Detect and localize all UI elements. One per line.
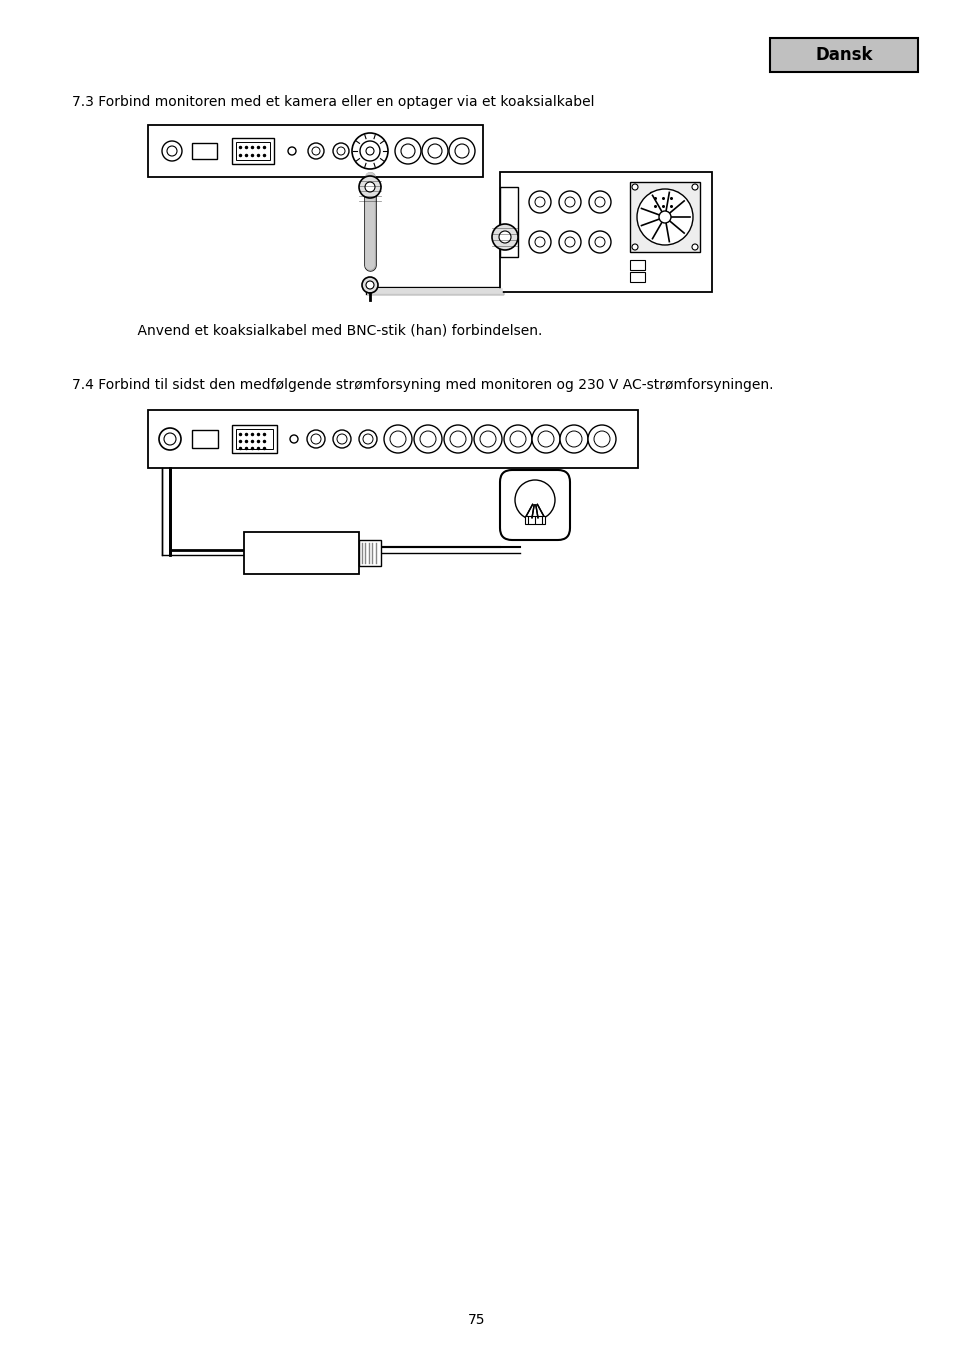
- Circle shape: [312, 147, 319, 155]
- Circle shape: [631, 244, 638, 250]
- Circle shape: [336, 147, 345, 155]
- Circle shape: [532, 425, 559, 454]
- Bar: [235, 142, 270, 161]
- Circle shape: [510, 431, 525, 447]
- Circle shape: [587, 425, 616, 454]
- Circle shape: [588, 231, 610, 252]
- Circle shape: [164, 433, 175, 446]
- Circle shape: [559, 425, 587, 454]
- Circle shape: [529, 231, 551, 252]
- Circle shape: [450, 431, 465, 447]
- Circle shape: [537, 431, 554, 447]
- Circle shape: [479, 431, 496, 447]
- Circle shape: [366, 281, 374, 289]
- Circle shape: [390, 431, 406, 447]
- Bar: [649, 192, 678, 212]
- Circle shape: [333, 143, 349, 159]
- Circle shape: [358, 431, 376, 448]
- Circle shape: [443, 425, 472, 454]
- Circle shape: [455, 144, 469, 158]
- Text: 7.4 Forbind til sidst den medfølgende strømforsyning med monitoren og 230 V AC-s: 7.4 Forbind til sidst den medfølgende st…: [71, 378, 773, 392]
- Circle shape: [595, 238, 604, 247]
- Circle shape: [414, 425, 441, 454]
- Circle shape: [336, 433, 347, 444]
- Bar: [232, 425, 276, 454]
- Bar: [629, 271, 644, 282]
- Circle shape: [595, 197, 604, 207]
- Circle shape: [503, 425, 532, 454]
- Bar: [499, 171, 711, 292]
- Circle shape: [167, 146, 177, 157]
- FancyBboxPatch shape: [499, 470, 569, 540]
- Circle shape: [474, 425, 501, 454]
- Circle shape: [365, 182, 375, 192]
- Circle shape: [400, 144, 415, 158]
- Circle shape: [288, 147, 295, 155]
- Bar: [244, 532, 358, 574]
- Text: Anvend et koaksialkabel med BNC-stik (han) forbindelsen.: Anvend et koaksialkabel med BNC-stik (ha…: [120, 324, 542, 338]
- Text: 7.3 Forbind monitoren med et kamera eller en optager via et koaksialkabel: 7.3 Forbind monitoren med et kamera elle…: [71, 95, 594, 109]
- Circle shape: [159, 428, 181, 450]
- Circle shape: [358, 176, 380, 198]
- Circle shape: [691, 184, 698, 190]
- Circle shape: [311, 433, 320, 444]
- Circle shape: [366, 147, 374, 155]
- Bar: [499, 188, 517, 256]
- Circle shape: [333, 431, 351, 448]
- Bar: [235, 429, 273, 450]
- Circle shape: [498, 231, 511, 243]
- Circle shape: [421, 138, 448, 163]
- Bar: [769, 38, 917, 72]
- Bar: [148, 126, 482, 177]
- Circle shape: [428, 144, 441, 158]
- Circle shape: [307, 431, 325, 448]
- Circle shape: [565, 431, 581, 447]
- Bar: [192, 431, 218, 448]
- Circle shape: [558, 190, 580, 213]
- Circle shape: [162, 140, 182, 161]
- Circle shape: [492, 224, 517, 250]
- Bar: [655, 227, 677, 242]
- Circle shape: [352, 134, 388, 169]
- Circle shape: [290, 435, 297, 443]
- Text: 75: 75: [468, 1314, 485, 1327]
- Circle shape: [558, 231, 580, 252]
- Bar: [232, 138, 274, 163]
- Circle shape: [564, 238, 575, 247]
- Circle shape: [384, 425, 412, 454]
- Bar: [358, 540, 380, 566]
- Circle shape: [363, 433, 373, 444]
- Circle shape: [564, 197, 575, 207]
- Circle shape: [529, 190, 551, 213]
- Circle shape: [359, 140, 379, 161]
- Circle shape: [631, 184, 638, 190]
- Bar: [524, 516, 544, 524]
- Circle shape: [308, 143, 324, 159]
- Circle shape: [594, 431, 609, 447]
- Circle shape: [515, 481, 555, 520]
- Circle shape: [361, 277, 377, 293]
- Circle shape: [419, 431, 436, 447]
- Text: Dansk: Dansk: [815, 46, 872, 63]
- Circle shape: [659, 211, 670, 223]
- Circle shape: [691, 244, 698, 250]
- Circle shape: [535, 238, 544, 247]
- Bar: [629, 261, 644, 270]
- Circle shape: [588, 190, 610, 213]
- Circle shape: [535, 197, 544, 207]
- Bar: [148, 410, 638, 468]
- Bar: [629, 182, 700, 252]
- Circle shape: [449, 138, 475, 163]
- Circle shape: [395, 138, 420, 163]
- Circle shape: [637, 189, 692, 244]
- Bar: [192, 143, 216, 159]
